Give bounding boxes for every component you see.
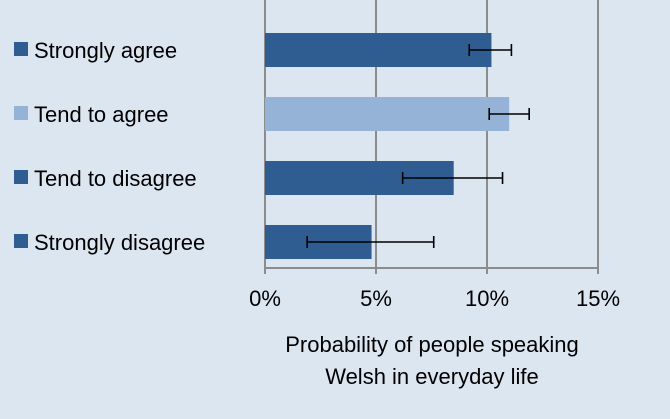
x-axis-label-line-0: Probability of people speaking [285,332,579,357]
error-bars [306,44,530,248]
x-tick-labels: 0% 5% 10% 15% [249,286,620,311]
x-tick-label-1: 5% [360,286,392,311]
category-marker-1 [14,106,28,120]
x-axis-label: Probability of people speaking Welsh in e… [285,332,579,389]
category-label-3: Strongly disagree [34,230,205,255]
category-label-1: Tend to agree [34,102,169,127]
category-marker-3 [14,234,28,248]
x-tick-label-2: 10% [465,286,509,311]
x-tick-label-0: 0% [249,286,281,311]
category-labels: Strongly agree Tend to agree Tend to disag… [14,38,205,255]
category-marker-2 [14,170,28,184]
category-label-2: Tend to disagree [34,166,197,191]
category-label-0: Strongly agree [34,38,177,63]
category-marker-0 [14,42,28,56]
bars [265,33,510,259]
x-tick-label-3: 15% [576,286,620,311]
x-axis-label-line-1: Welsh in everyday life [325,364,539,389]
bar-0 [265,33,492,67]
bar-1 [265,97,510,131]
